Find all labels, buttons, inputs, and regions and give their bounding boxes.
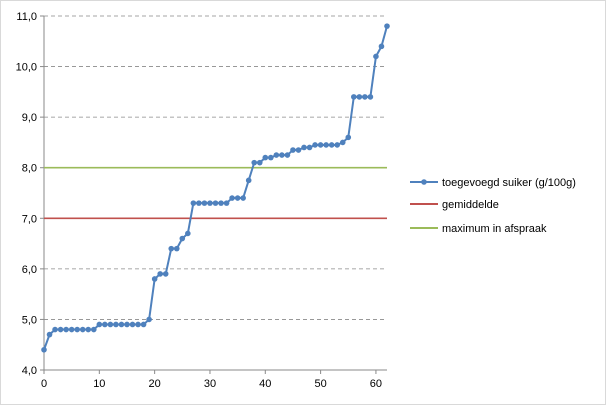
series-layer: [41, 23, 390, 353]
y-tick-label: 5,0: [22, 314, 37, 326]
y-tick-label: 9,0: [22, 112, 37, 124]
y-tick-label: 10,0: [16, 62, 37, 74]
data-point: [229, 195, 235, 201]
data-point: [41, 346, 47, 353]
x-tick-label: 0: [41, 378, 47, 390]
data-point: [90, 326, 97, 333]
data-point: [223, 200, 230, 206]
axis-layer: 4,0 5,0 6,0 7,0 8,0 9,0 10,0 11,0 0 10 20 30 40 50 60: [16, 11, 387, 390]
data-point: [301, 144, 307, 151]
data-point: [162, 271, 169, 277]
x-tick-label: 20: [149, 378, 161, 390]
data-point: [140, 321, 147, 328]
data-point: [268, 154, 274, 161]
data-point: [52, 326, 58, 333]
data-point: [273, 152, 280, 158]
data-point: [201, 200, 208, 206]
data-point: [345, 134, 352, 141]
data-point: [74, 326, 80, 333]
legend-label-1: gemiddelde: [442, 199, 499, 211]
data-point: [196, 200, 202, 206]
data-point: [351, 94, 357, 100]
data-point: [290, 147, 296, 153]
data-point: [151, 276, 158, 282]
data-point: [129, 321, 136, 328]
data-point: [373, 53, 379, 60]
data-point: [102, 321, 108, 328]
data-point: [256, 159, 263, 166]
x-tick-label: 40: [259, 378, 271, 390]
data-point: [168, 245, 175, 252]
data-point: [306, 144, 313, 151]
data-point: [218, 200, 224, 206]
data-point: [79, 326, 86, 333]
x-tick-label: 50: [314, 378, 326, 390]
data-point: [317, 142, 324, 148]
data-point: [312, 142, 318, 148]
data-point: [367, 94, 374, 100]
data-point: [57, 326, 64, 333]
data-point: [356, 94, 363, 100]
x-tick-label: 60: [370, 378, 382, 390]
data-point: [124, 321, 130, 328]
y-tick-label: 6,0: [22, 264, 37, 276]
data-point: [118, 321, 125, 328]
data-point: [334, 142, 341, 148]
data-point: [68, 326, 75, 333]
data-point: [245, 177, 252, 184]
data-point: [135, 321, 141, 328]
data-point: [212, 200, 219, 206]
data-point: [63, 326, 69, 333]
data-point: [107, 321, 114, 328]
data-point: [323, 142, 329, 148]
data-point: [85, 326, 92, 333]
data-point: [328, 142, 335, 148]
y-tick-label: 7,0: [22, 213, 37, 225]
data-point: [240, 195, 246, 201]
y-tick-label: 8,0: [22, 163, 37, 175]
data-point: [284, 152, 291, 158]
data-point: [185, 230, 191, 237]
legend: toegevoegd suiker (g/100g) gemiddelde maxi…: [410, 177, 576, 235]
data-point: [113, 321, 119, 328]
data-point: [179, 235, 186, 242]
legend-marker-0: [421, 179, 427, 185]
y-tick-label: 4,0: [22, 365, 37, 377]
data-point: [157, 271, 163, 277]
data-point: [146, 316, 152, 323]
data-point: [46, 331, 53, 338]
data-point: [173, 245, 180, 252]
series-line-0: [43, 25, 388, 351]
data-point: [262, 154, 269, 161]
legend-label-2: maximum in afspraak: [442, 223, 547, 235]
data-point: [295, 147, 302, 153]
data-point: [251, 159, 258, 166]
legend-label-0: toegevoegd suiker (g/100g): [442, 177, 576, 189]
data-point: [384, 23, 390, 29]
y-tick-label: 11,0: [16, 11, 37, 23]
data-point: [362, 94, 368, 100]
x-tick-label: 30: [204, 378, 216, 390]
data-point: [339, 139, 346, 146]
data-point: [96, 321, 103, 328]
data-point: [234, 195, 241, 201]
x-tick-label: 10: [93, 378, 105, 390]
data-point: [207, 200, 213, 206]
data-point: [190, 200, 197, 206]
data-point: [279, 152, 285, 158]
data-point: [378, 43, 385, 50]
